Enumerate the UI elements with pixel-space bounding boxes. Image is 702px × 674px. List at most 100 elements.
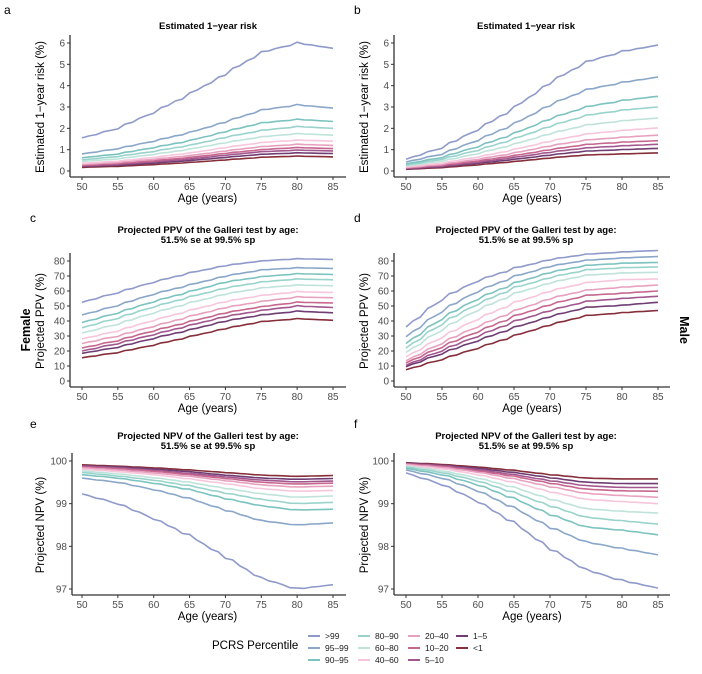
series-line-60-80 (405, 465, 659, 514)
y-tick-label: 40 (378, 317, 390, 328)
series-line--1 (81, 317, 334, 359)
y-tick-label: 50 (54, 302, 66, 313)
series-group (81, 464, 334, 590)
series-line-40-60 (81, 290, 334, 340)
panel-letter: c (30, 211, 36, 225)
legend-entry: <1 (456, 643, 483, 653)
series-line-1-5 (81, 464, 334, 481)
legend-entry: 10–20 (408, 643, 449, 653)
x-tick-label: 50 (76, 392, 88, 403)
x-tick-label: 70 (220, 600, 232, 611)
legend-entry: 60–80 (358, 643, 399, 653)
legend-entry: 20–40 (408, 631, 449, 641)
series-line-95-99 (405, 76, 659, 163)
y-tick-label: 0 (59, 167, 65, 178)
y-axis-title: Projected NPV (%) (35, 477, 47, 574)
y-tick-label: 6 (59, 39, 65, 50)
x-axis-title: Age (years) (178, 611, 238, 623)
y-tick-label: 4 (383, 81, 389, 92)
series-line-10-20 (81, 146, 334, 166)
series-group (405, 249, 659, 371)
series-line-60-80 (81, 132, 334, 163)
legend-label: 90–95 (325, 655, 349, 665)
series-line-80-90 (81, 277, 334, 329)
x-tick-label: 50 (400, 600, 412, 611)
series-line-80-90 (81, 125, 334, 161)
x-tick-label: 60 (472, 182, 484, 193)
x-tick-label: 70 (220, 182, 232, 193)
y-tick-label: 1 (383, 145, 389, 156)
legend-entry: 90–95 (308, 655, 349, 665)
legend-entry: 5–10 (408, 655, 444, 665)
series-line-10-20 (405, 139, 659, 169)
series-line-40-60 (81, 139, 334, 165)
series-line--99 (81, 257, 334, 304)
y-tick-label: 0 (383, 377, 389, 388)
x-tick-label: 85 (652, 392, 664, 403)
panel-letter: a (4, 3, 11, 17)
series-line-20-40 (81, 295, 334, 345)
panel-title: 51.5% se at 99.5% sp (479, 441, 574, 452)
legend-entry: 1–5 (456, 631, 487, 641)
panel-title: Projected PPV of the Galleri test by age… (117, 225, 298, 236)
legend-label: 10–20 (425, 643, 449, 653)
x-tick-label: 60 (148, 392, 160, 403)
x-tick-label: 70 (544, 182, 556, 193)
legend-label: <1 (473, 643, 483, 653)
panel-title: Projected PPV of the Galleri test by age… (435, 225, 616, 236)
x-tick-label: 55 (112, 600, 124, 611)
row-label-male: Male (677, 316, 691, 344)
series-line-10-20 (81, 301, 334, 349)
y-tick-label: 3 (383, 103, 389, 114)
series-line-1-5 (81, 151, 334, 168)
x-tick-label: 80 (616, 182, 628, 193)
legend-entry: >99 (308, 631, 340, 641)
series-line-40-60 (81, 468, 334, 493)
panel-b: b Estimated 1−year risk 0 1 2 3 4 5 6 50 55 60 65 70 7… (354, 3, 670, 205)
y-tick-label: 70 (378, 272, 390, 283)
series-line-10-20 (81, 466, 334, 485)
y-tick-label: 2 (383, 124, 389, 135)
y-tick-label: 100 (50, 457, 67, 468)
legend-title: PCRS Percentile (212, 640, 298, 652)
x-axis-title: Age (years) (502, 403, 562, 415)
x-tick-label: 60 (148, 600, 160, 611)
series-line-90-95 (81, 272, 334, 324)
y-tick-label: 1 (59, 145, 65, 156)
y-tick-label: 3 (59, 103, 65, 114)
x-tick-label: 75 (256, 182, 268, 193)
series-line-80-90 (405, 106, 659, 166)
series-line-95-99 (405, 255, 659, 338)
x-tick-label: 50 (76, 600, 88, 611)
x-tick-label: 75 (580, 182, 592, 193)
x-tick-label: 55 (436, 392, 448, 403)
x-tick-label: 85 (327, 182, 339, 193)
y-tick-label: 60 (378, 287, 390, 298)
x-tick-label: 80 (292, 600, 304, 611)
y-tick-label: 99 (56, 499, 68, 510)
legend-entry: 80–90 (358, 631, 399, 641)
y-tick-label: 30 (54, 332, 66, 343)
y-tick-label: 97 (56, 585, 68, 596)
x-tick-label: 60 (148, 182, 160, 193)
series-line-20-40 (405, 134, 659, 169)
legend-label: 1–5 (473, 631, 487, 641)
panel-a: a Estimated 1−year risk 0 1 2 3 4 5 6 50 55 60 65 70 7… (4, 3, 346, 205)
y-tick-label: 20 (378, 347, 390, 358)
series-line--1 (405, 309, 659, 371)
x-axis-title: Age (years) (178, 193, 238, 205)
y-tick-label: 0 (383, 167, 389, 178)
y-tick-label: 99 (378, 499, 390, 510)
series-line-5-10 (81, 149, 334, 167)
series-line--99 (81, 493, 334, 590)
series-line-95-99 (81, 266, 334, 316)
series-line--99 (405, 249, 659, 328)
y-tick-label: 30 (378, 332, 390, 343)
y-tick-label: 97 (378, 585, 390, 596)
series-line-10-20 (405, 463, 659, 493)
series-line-90-95 (405, 261, 659, 345)
series-line--99 (405, 472, 659, 589)
series-line-40-60 (405, 464, 659, 505)
x-tick-label: 70 (544, 600, 556, 611)
